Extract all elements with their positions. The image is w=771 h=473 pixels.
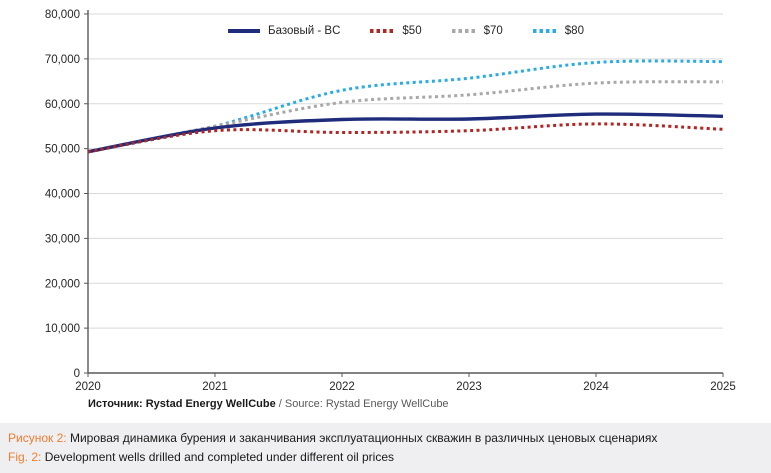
- y-tick-label: 20,000: [45, 278, 80, 290]
- series-line-$80: [87, 59, 724, 154]
- source-note: Источник: Rystad Energy WellCube / Sourc…: [88, 398, 449, 410]
- y-tick-label: 50,000: [45, 144, 80, 156]
- legend-label: Базовый - BC: [268, 25, 341, 37]
- x-tick-label: 2025: [710, 381, 736, 393]
- series-line-$70: [87, 80, 724, 154]
- x-tick-label: 2022: [329, 381, 355, 393]
- line-chart: 0 10,000 20,000 30,000 40,000 50,000 60,000 70,…: [45, 9, 736, 393]
- caption-band: Рисунок 2: Мировая динамика бурения и за…: [0, 423, 771, 473]
- legend-dotted-line-swatch: [370, 29, 395, 33]
- x-tick-label: 2024: [583, 381, 609, 393]
- legend-label: $80: [564, 25, 584, 37]
- legend-solid-line-swatch: [228, 29, 261, 33]
- legend-item-$50: $50: [370, 25, 422, 37]
- legend-label: $50: [402, 25, 422, 37]
- y-tick-label: 70,000: [45, 54, 80, 66]
- caption-en: Fig. 2: Development wells drilled and co…: [8, 448, 771, 467]
- y-tick-label: 30,000: [45, 233, 80, 245]
- x-tick-label: 2023: [456, 381, 482, 393]
- source-note-en: / Source: Rystad Energy WellCube: [275, 398, 449, 410]
- series-line-$50: [87, 122, 724, 154]
- y-tick-label: 10,000: [45, 323, 80, 335]
- caption-ru-label: Рисунок 2:: [8, 431, 67, 445]
- legend-item-$80: $80: [532, 25, 584, 37]
- caption-ru-text: Мировая динамика бурения и заканчивания …: [66, 431, 658, 445]
- x-tick-label: 2021: [202, 381, 228, 393]
- y-tick-label: 80,000: [45, 9, 80, 21]
- series-line--bc: [87, 112, 724, 154]
- source-note-ru: Источник: Rystad Energy WellCube: [88, 398, 276, 410]
- x-tick-label: 2020: [75, 381, 101, 393]
- chart-region: 0 10,000 20,000 30,000 40,000 50,000 60,000 70,…: [44, 9, 736, 410]
- legend-item-$70: $70: [451, 25, 503, 37]
- chart-legend: Базовый - BC $50 $70 $80: [228, 25, 584, 37]
- legend-item--bc: Базовый - BC: [228, 25, 340, 37]
- y-tick-label: 40,000: [45, 189, 80, 201]
- legend-label: $70: [483, 25, 503, 37]
- caption-en-label: Fig. 2:: [8, 450, 42, 464]
- caption-ru: Рисунок 2: Мировая динамика бурения и за…: [8, 429, 771, 448]
- caption-en-text: Development wells drilled and completed …: [41, 450, 394, 464]
- legend-dotted-line-swatch: [532, 29, 557, 33]
- legend-dotted-line-swatch: [451, 29, 476, 33]
- y-tick-label: 60,000: [45, 99, 80, 111]
- y-tick-label: 0: [74, 368, 80, 380]
